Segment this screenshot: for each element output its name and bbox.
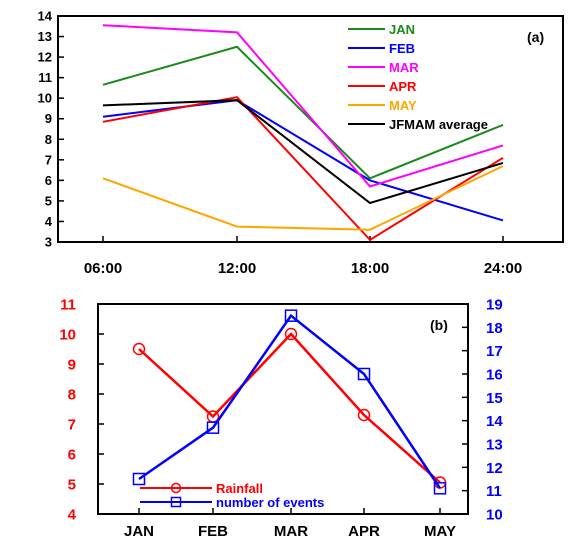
x-tick-label: 24:00 bbox=[484, 260, 522, 277]
y-left-tick-label: 10 bbox=[59, 327, 76, 344]
chart-b: 4 5 6 7 8 9 10 11 10 11 12 13 14 15 16 17 18 19 JAN FEB MAR A… bbox=[59, 297, 503, 539]
x-tick-label: JAN bbox=[124, 523, 154, 539]
y-left-tick-label: 11 bbox=[60, 297, 76, 314]
x-tick-label: FEB bbox=[198, 523, 228, 539]
legend-label-jan: JAN bbox=[389, 22, 415, 37]
legend-label-number-of-events: number of events bbox=[216, 495, 324, 510]
point-rainfall bbox=[284, 327, 298, 341]
x-tick-label: APR bbox=[348, 523, 380, 539]
plot-frame-b bbox=[97, 303, 469, 515]
y-left-tick-label: 6 bbox=[68, 447, 76, 464]
series-line-number-of-events bbox=[138, 313, 442, 489]
y-left-tick-label: 5 bbox=[68, 477, 76, 494]
y-left-tick-label: 8 bbox=[68, 387, 76, 404]
y-tick-label: 13 bbox=[38, 29, 52, 44]
y-left-tick-label: 9 bbox=[68, 357, 76, 374]
y-tick-label: 11 bbox=[38, 70, 52, 85]
point-rainfall bbox=[132, 342, 146, 356]
legend-label-rainfall: Rainfall bbox=[216, 481, 263, 496]
y-right-tick-label: 11 bbox=[486, 483, 502, 500]
legend-marker-number-of-events bbox=[170, 496, 182, 508]
y-tick-label: 7 bbox=[45, 152, 52, 167]
y-left-tick-label: 7 bbox=[68, 417, 76, 434]
y-tick-label: 14 bbox=[38, 9, 53, 24]
point-number-of-events bbox=[132, 472, 146, 486]
y-right-tick-label: 16 bbox=[486, 367, 503, 384]
x-tick-label: MAR bbox=[274, 523, 308, 539]
series-line-jfmam-average bbox=[102, 99, 504, 205]
point-number-of-events bbox=[433, 482, 447, 495]
y-right-tick-label: 19 bbox=[486, 297, 503, 314]
point-number-of-events bbox=[206, 421, 220, 434]
y-right-tick-label: 12 bbox=[486, 460, 503, 477]
legend-label-mar: MAR bbox=[389, 60, 419, 75]
legend-marker-rainfall bbox=[170, 482, 182, 494]
series-line-mar bbox=[102, 24, 504, 188]
y-tick-label: 6 bbox=[45, 173, 52, 188]
series-line-jan bbox=[102, 45, 504, 180]
x-tick-label: MAY bbox=[424, 523, 456, 539]
point-rainfall bbox=[357, 408, 371, 422]
y-left-tick-label: 4 bbox=[68, 507, 77, 524]
series-line-may bbox=[102, 165, 504, 231]
series-line-rainfall bbox=[138, 332, 441, 484]
y-right-tick-label: 14 bbox=[486, 413, 503, 430]
y-tick-label: 5 bbox=[45, 193, 52, 208]
point-number-of-events bbox=[357, 367, 371, 381]
panel-label-b: (b) bbox=[430, 317, 448, 333]
y-right-tick-label: 17 bbox=[486, 343, 503, 360]
point-number-of-events bbox=[284, 309, 298, 322]
y-right-tick-label: 18 bbox=[486, 320, 503, 337]
panel-label-a: (a) bbox=[527, 29, 544, 45]
y-tick-label: 12 bbox=[38, 50, 52, 65]
series-line-feb bbox=[102, 99, 504, 222]
y-tick-label: 8 bbox=[45, 132, 52, 147]
y-tick-label: 10 bbox=[38, 91, 52, 106]
y-tick-label: 3 bbox=[45, 235, 52, 250]
x-tick-label: 12:00 bbox=[218, 260, 256, 277]
y-tick-label: 9 bbox=[45, 111, 52, 126]
plot-frame-a bbox=[57, 15, 564, 243]
legend-label-feb: FEB bbox=[389, 41, 415, 56]
legend-label-may: MAY bbox=[389, 98, 417, 113]
x-tick-label: 18:00 bbox=[351, 260, 389, 277]
chart-a: 3 4 5 6 7 8 9 10 11 12 13 14 06:00 12:00 18:00 24:00 JAN… bbox=[38, 9, 564, 277]
legend-label-jfmam-average: JFMAM average bbox=[389, 117, 488, 132]
legend-label-apr: APR bbox=[389, 79, 417, 94]
x-tick-label: 06:00 bbox=[84, 260, 122, 277]
y-tick-label: 4 bbox=[45, 214, 53, 229]
y-right-tick-label: 15 bbox=[486, 390, 503, 407]
y-right-tick-label: 13 bbox=[486, 437, 503, 454]
y-right-tick-label: 10 bbox=[486, 507, 503, 524]
